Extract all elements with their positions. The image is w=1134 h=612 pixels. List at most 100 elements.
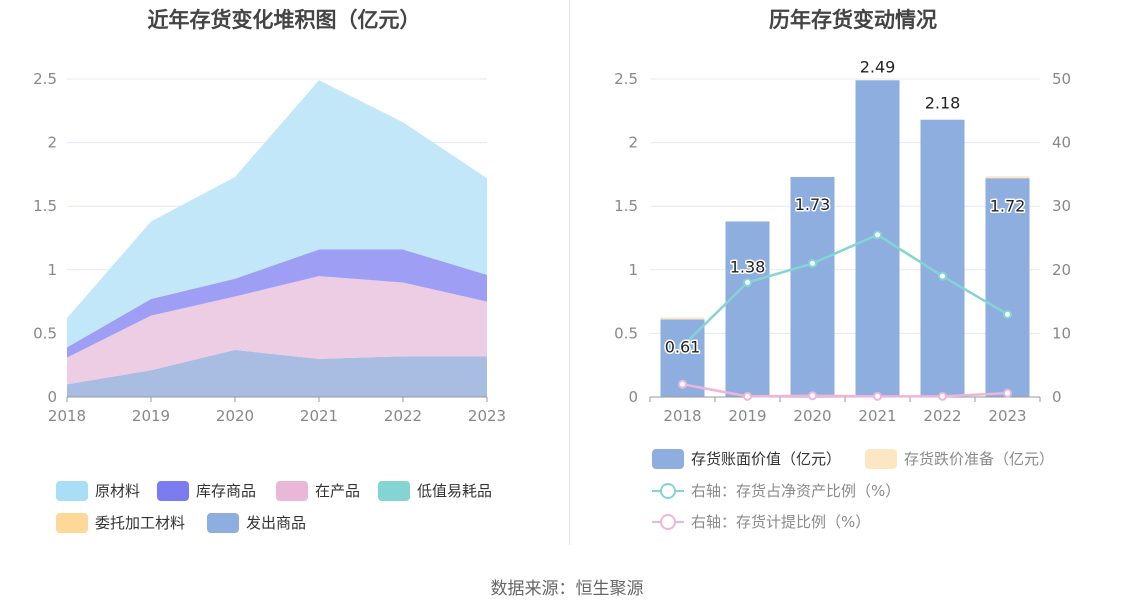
right-y2-tick-label: 50 [1052, 70, 1071, 88]
legend-swatch [56, 512, 88, 533]
right-y2-tick-label: 30 [1052, 197, 1071, 215]
legend-swatch [276, 480, 308, 501]
net-asset-ratio-point [873, 230, 882, 240]
bar-value-label: 2.49 [860, 58, 896, 77]
right-chart-panel: 历年存货变动情况 0 0.5 1 1.5 2 2.5 0 10 20 30 40 50 2018 2019… [572, 0, 1134, 560]
legend-label: 右轴：存货占净资产比例（%） [691, 482, 901, 500]
legend-item[interactable]: 在产品 [276, 480, 360, 501]
left-y-tick-label: 1.5 [33, 197, 57, 215]
provision-ratio-point [678, 379, 687, 389]
legend-label: 库存商品 [196, 482, 257, 500]
left-y-tick-label: 0 [47, 388, 57, 406]
legend-item[interactable]: 库存商品 [157, 480, 256, 501]
right-x-tick-label: 2021 [858, 407, 896, 425]
legend-line-icon [652, 481, 684, 501]
right-y-tick-label: 0.5 [614, 324, 638, 342]
legend-swatch [157, 480, 189, 501]
provision-ratio-point [873, 391, 882, 401]
net-asset-ratio-point [1003, 309, 1012, 319]
left-x-tick-label: 2020 [216, 407, 254, 425]
net-asset-ratio-point [743, 278, 752, 288]
legend-label: 低值易耗品 [417, 482, 493, 500]
panel-divider [569, 0, 570, 545]
legend-item[interactable]: 存货跌价准备（亿元） [865, 448, 1054, 469]
left-x-tick-label: 2018 [48, 407, 86, 425]
bar-value-label: 1.38 [730, 257, 766, 276]
left-x-tick-label: 2019 [132, 407, 170, 425]
right-y-tick-label: 0 [628, 388, 638, 406]
right-y-tick-label: 2.5 [614, 70, 638, 88]
impairment-provision-bar [985, 176, 1030, 179]
left-y-tick-label: 0.5 [33, 324, 57, 342]
bar-value-label: 0.61 [665, 337, 701, 356]
right-chart-title: 历年存货变动情况 [769, 8, 937, 32]
inventory-value-bar [920, 119, 965, 397]
right-y2-tick-label: 0 [1052, 388, 1062, 406]
left-y-tick-label: 2 [47, 134, 57, 152]
legend-marker [660, 513, 676, 530]
legend-swatch [207, 512, 239, 533]
provision-ratio-line [682, 383, 1008, 398]
right-x-tick-label: 2022 [923, 407, 961, 425]
legend-item[interactable]: 右轴：存货计提比例（%） [652, 511, 870, 532]
area-series-0 [67, 349, 487, 397]
area-series-2 [67, 276, 487, 385]
stacked-area-chart: 0 0.5 1 1.5 2 2.5 2018 2019 2020 2021 2022 2023 [33, 70, 506, 425]
right-x-tick-label: 2018 [663, 407, 701, 425]
left-x-tick-label: 2022 [384, 407, 422, 425]
left-chart-title: 近年存货变化堆积图（亿元） [147, 8, 421, 32]
bar-value-label: 2.18 [925, 93, 961, 112]
legend-label: 原材料 [95, 482, 141, 500]
right-x-tick-label: 2020 [793, 407, 831, 425]
legend-label: 右轴：存货计提比例（%） [691, 513, 871, 531]
right-chart-legend: 存货账面价值（亿元） 存货跌价准备（亿元） 右轴：存货占净资产比例（%） 右轴：存货计… [572, 446, 1134, 546]
impairment-provision-bar [660, 317, 705, 320]
legend-marker [660, 482, 676, 499]
legend-swatch [56, 480, 88, 501]
right-y2-tick-label: 20 [1052, 261, 1071, 279]
legend-label: 在产品 [315, 482, 361, 500]
inventory-value-bar [985, 178, 1030, 397]
legend-label: 存货跌价准备（亿元） [904, 450, 1055, 468]
net-asset-ratio-point [678, 341, 687, 351]
net-asset-ratio-point [938, 271, 947, 281]
legend-item[interactable]: 存货账面价值（亿元） [652, 448, 841, 469]
area-series-5 [67, 80, 487, 348]
legend-item[interactable]: 低值易耗品 [378, 480, 492, 501]
inventory-value-bar [725, 221, 770, 397]
legend-swatch [865, 448, 897, 469]
legend-label: 委托加工材料 [95, 514, 186, 532]
legend-item[interactable]: 右轴：存货占净资产比例（%） [652, 480, 900, 501]
legend-swatch [652, 448, 684, 469]
inventory-value-bar [790, 176, 835, 397]
left-y-tick-label: 1 [47, 261, 57, 279]
right-y2-tick-label: 10 [1052, 324, 1071, 342]
area-series-4 [67, 249, 487, 358]
net-asset-ratio-line [681, 233, 1009, 348]
right-y-tick-label: 2 [628, 134, 638, 152]
right-y-tick-label: 1 [628, 261, 638, 279]
right-y-tick-label: 1.5 [614, 197, 638, 215]
left-y-tick-label: 2.5 [33, 70, 57, 88]
legend-item[interactable]: 委托加工材料 [56, 512, 185, 533]
net-asset-ratio-point [808, 258, 817, 268]
right-x-axis: 2018 2019 2020 2021 2022 2023 [649, 396, 1041, 425]
legend-label: 发出商品 [246, 514, 307, 532]
provision-ratio-point [1003, 388, 1012, 398]
data-source-note: 数据来源：恒生聚源 [490, 579, 644, 599]
left-chart-legend: 原材料 库存商品 在产品 低值易耗品委托加工材料 发出商品 [0, 478, 568, 538]
left-x-axis: 2018 2019 2020 2021 2022 2023 [48, 396, 506, 425]
legend-swatch [378, 480, 410, 501]
legend-item[interactable]: 发出商品 [207, 512, 306, 533]
left-x-tick-label: 2021 [300, 407, 338, 425]
right-y2-tick-label: 40 [1052, 134, 1071, 152]
provision-ratio-point [808, 391, 817, 401]
left-x-tick-label: 2023 [468, 407, 506, 425]
legend-label: 存货账面价值（亿元） [691, 450, 842, 468]
bar-value-label: 1.73 [795, 195, 831, 214]
legend-line-icon [652, 512, 684, 532]
right-x-tick-label: 2023 [988, 407, 1026, 425]
bar-value-label: 1.72 [990, 196, 1026, 215]
legend-item[interactable]: 原材料 [56, 480, 140, 501]
